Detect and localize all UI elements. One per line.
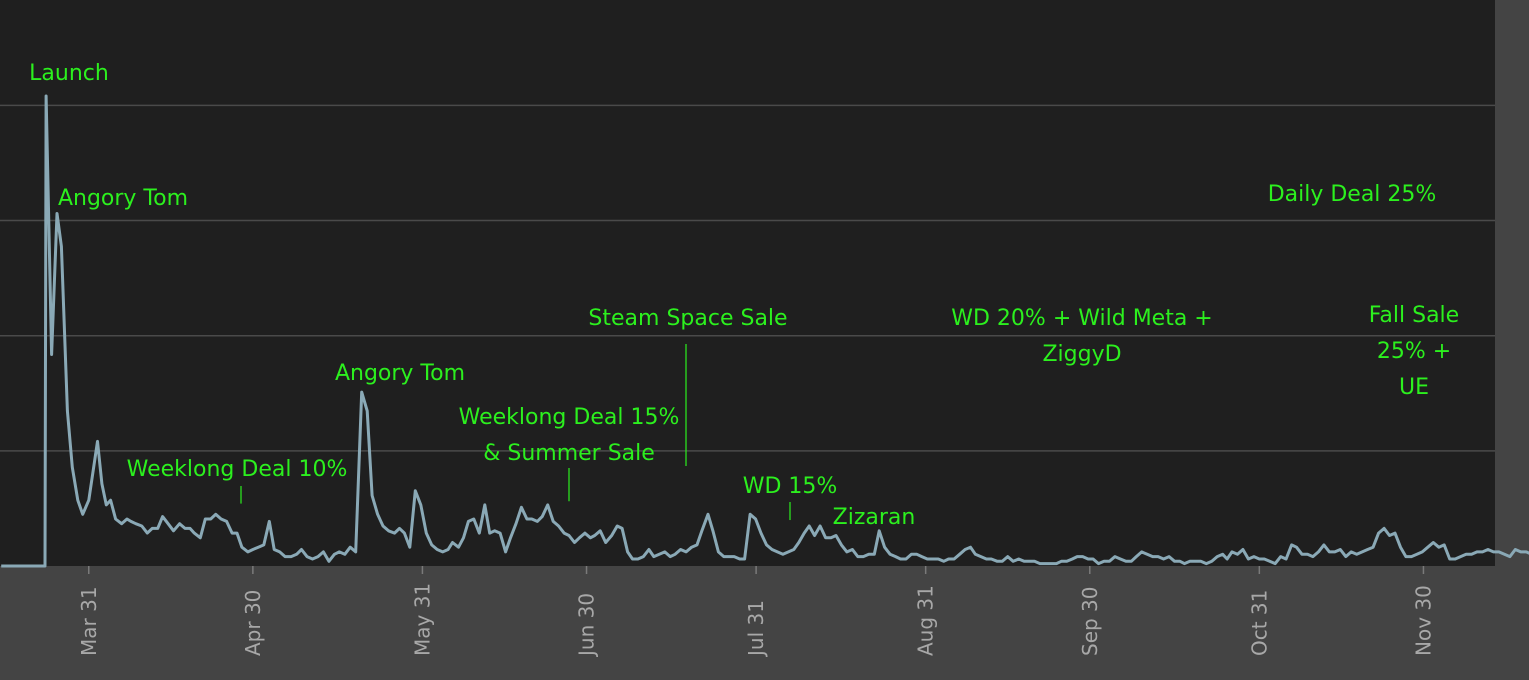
annotation-label-10-0: Fall Sale (1369, 303, 1459, 328)
annotation-0: Launch (29, 61, 109, 86)
x-tick-label-6: Sep 30 (1078, 586, 1102, 656)
annotation-label-8-0: WD 20% + Wild Meta + (951, 306, 1213, 331)
annotation-label-7-0: Zizaran (833, 505, 916, 530)
annotation-label-10-2: UE (1399, 375, 1429, 400)
x-tick-label-0: Mar 31 (77, 586, 101, 656)
annotation-2: Weeklong Deal 10% (127, 457, 348, 504)
annotation-label-9-0: Daily Deal 25% (1268, 182, 1437, 207)
x-tick-label-4: Jul 31 (744, 600, 768, 658)
x-tick-label-5: Aug 31 (914, 585, 938, 656)
annotation-7: Zizaran (833, 505, 916, 530)
annotation-8: WD 20% + Wild Meta + ZiggyD (951, 306, 1213, 367)
annotation-5: Steam Space Sale (588, 306, 788, 466)
x-tick-label-2: May 31 (410, 583, 434, 656)
annotation-6: WD 15% (743, 474, 838, 521)
annotation-label-0-0: Launch (29, 61, 109, 86)
x-tick-label-3: Jun 30 (575, 593, 599, 658)
annotation-label-2-0: Weeklong Deal 10% (127, 457, 348, 482)
plot-area (0, 0, 1495, 566)
annotation-label-5-0: Steam Space Sale (588, 306, 787, 331)
annotation-9: Daily Deal 25% (1268, 182, 1437, 207)
x-tick-label-8: Nov 30 (1411, 585, 1435, 656)
annotation-label-3-0: Angory Tom (335, 361, 465, 386)
annotation-3: Angory Tom (335, 361, 465, 386)
x-tick-label-7: Oct 31 (1247, 590, 1271, 656)
annotation-1: Angory Tom (58, 186, 188, 211)
annotation-label-6-0: WD 15% (743, 474, 838, 499)
x-tick-label-1: Apr 30 (241, 590, 265, 656)
annotation-label-4-0: Weeklong Deal 15% (459, 405, 680, 430)
series-line-0 (1, 94, 1529, 568)
annotation-label-8-1: ZiggyD (1042, 342, 1121, 367)
annotation-4: Weeklong Deal 15% & Summer Sale (459, 405, 680, 502)
annotation-10: Fall Sale 25% + UE (1369, 303, 1459, 400)
annotation-label-1-0: Angory Tom (58, 186, 188, 211)
annotation-label-10-1: 25% + (1377, 339, 1451, 364)
annotation-label-4-1: & Summer Sale (483, 441, 655, 466)
